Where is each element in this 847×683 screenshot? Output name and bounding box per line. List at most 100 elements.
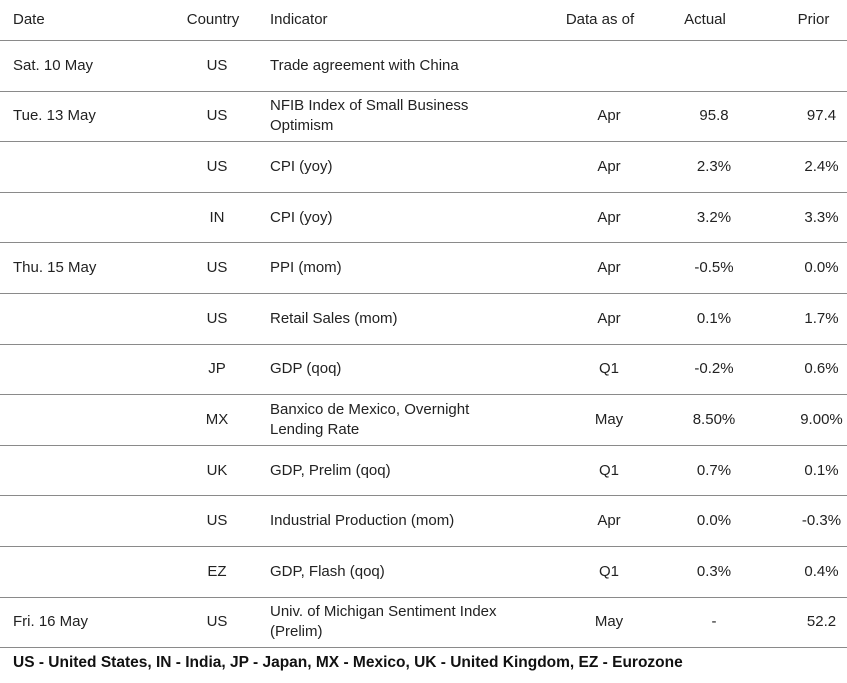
row-prior: 3.3% [770,192,847,244]
row-country: IN [173,192,253,244]
table-row: EZ GDP, Flash (qoq) Q1 0.3% 0.4% [0,546,847,598]
row-indicator: Trade agreement with China [253,40,560,92]
row-actual: 0.7% [640,445,770,497]
row-prior: 52.2 [770,597,847,649]
row-data-as-of: Apr [560,242,640,294]
row-date [0,141,173,193]
row-date [0,495,173,547]
row-data-as-of: Apr [560,141,640,193]
row-prior: 97.4 [770,91,847,143]
row-indicator: Retail Sales (mom) [253,293,560,345]
header-data-as-of: Data as of [560,0,640,41]
row-date [0,293,173,345]
row-data-as-of: Q1 [560,546,640,598]
row-actual: - [640,597,770,649]
row-date [0,192,173,244]
economic-calendar-table: Date Country Indicator Data as of Actual… [0,0,847,649]
row-country: US [173,40,253,92]
row-country: JP [173,344,253,396]
row-country: US [173,495,253,547]
row-data-as-of: Apr [560,192,640,244]
table-row: Tue. 13 May US NFIB Index of Small Busines… [0,91,847,143]
row-indicator: CPI (yoy) [253,192,560,244]
row-indicator: CPI (yoy) [253,141,560,193]
row-indicator: Univ. of Michigan Sentiment Index (Preli… [253,597,560,649]
row-actual: 8.50% [640,394,770,446]
row-data-as-of: Apr [560,495,640,547]
indicator-text: GDP (qoq) [270,360,342,378]
row-indicator: PPI (mom) [253,242,560,294]
row-date: Fri. 16 May [0,597,173,649]
row-date [0,344,173,396]
row-date [0,394,173,446]
indicator-text: Trade agreement with China [270,56,459,74]
indicator-text: PPI (mom) [270,259,342,277]
row-date [0,546,173,598]
row-actual: 0.3% [640,546,770,598]
row-country: US [173,242,253,294]
table-row: Sat. 10 May US Trade agreement with China [0,40,847,92]
row-prior: 2.4% [770,141,847,193]
row-indicator: NFIB Index of Small Business Optimism [253,91,560,143]
indicator-text: Industrial Production (mom) [270,512,455,530]
row-country: US [173,91,253,143]
header-prior: Prior [770,0,847,41]
row-data-as-of [560,40,640,92]
row-prior: 0.1% [770,445,847,497]
header-date: Date [0,0,173,41]
table-row: US Industrial Production (mom) Apr 0.0% -0.3… [0,495,847,547]
row-date: Thu. 15 May [0,242,173,294]
row-indicator: Industrial Production (mom) [253,495,560,547]
header-indicator: Indicator [253,0,560,41]
row-actual: 0.0% [640,495,770,547]
header-country: Country [173,0,253,41]
table-row: UK GDP, Prelim (qoq) Q1 0.7% 0.1% [0,445,847,497]
row-data-as-of: Apr [560,293,640,345]
row-prior: 9.00% [770,394,847,446]
row-data-as-of: Apr [560,91,640,143]
table-row: US CPI (yoy) Apr 2.3% 2.4% [0,141,847,193]
row-prior: 0.0% [770,242,847,294]
row-data-as-of: May [560,597,640,649]
row-date: Sat. 10 May [0,40,173,92]
row-actual: -0.2% [640,344,770,396]
row-indicator: GDP, Prelim (qoq) [253,445,560,497]
table-row: IN CPI (yoy) Apr 3.2% 3.3% [0,192,847,244]
table-row: JP GDP (qoq) Q1 -0.2% 0.6% [0,344,847,396]
header-actual: Actual [640,0,770,41]
indicator-text: NFIB Index of Small Business Optimism [270,97,469,135]
row-actual: 2.3% [640,141,770,193]
table-row: US Retail Sales (mom) Apr 0.1% 1.7% [0,293,847,345]
row-data-as-of: Q1 [560,445,640,497]
table-row: MX Banxico de Mexico, Overnight Lending R… [0,394,847,446]
row-prior: -0.3% [770,495,847,547]
row-actual [640,40,770,92]
row-indicator: Banxico de Mexico, Overnight Lending Rat… [253,394,560,446]
indicator-text: CPI (yoy) [270,208,333,226]
indicator-text: Univ. of Michigan Sentiment Index (Preli… [270,603,497,641]
row-prior: 1.7% [770,293,847,345]
row-date [0,445,173,497]
row-prior: 0.6% [770,344,847,396]
row-prior: 0.4% [770,546,847,598]
row-prior [770,40,847,92]
table-row: Thu. 15 May US PPI (mom) Apr -0.5% 0.0% [0,242,847,294]
indicator-text: Banxico de Mexico, Overnight Lending Rat… [270,400,470,438]
row-country: US [173,141,253,193]
header-row: Date Country Indicator Data as of Actual… [0,0,847,41]
row-data-as-of: May [560,394,640,446]
row-country: US [173,293,253,345]
row-indicator: GDP (qoq) [253,344,560,396]
row-actual: -0.5% [640,242,770,294]
row-country: US [173,597,253,649]
indicator-text: GDP, Prelim (qoq) [270,461,391,479]
indicator-text: Retail Sales (mom) [270,309,398,327]
row-data-as-of: Q1 [560,344,640,396]
country-legend-footer: US - United States, IN - India, JP - Jap… [13,654,683,672]
row-date: Tue. 13 May [0,91,173,143]
row-actual: 95.8 [640,91,770,143]
indicator-text: GDP, Flash (qoq) [270,562,385,580]
table-row: Fri. 16 May US Univ. of Michigan Sentiment… [0,597,847,649]
row-country: EZ [173,546,253,598]
row-actual: 3.2% [640,192,770,244]
